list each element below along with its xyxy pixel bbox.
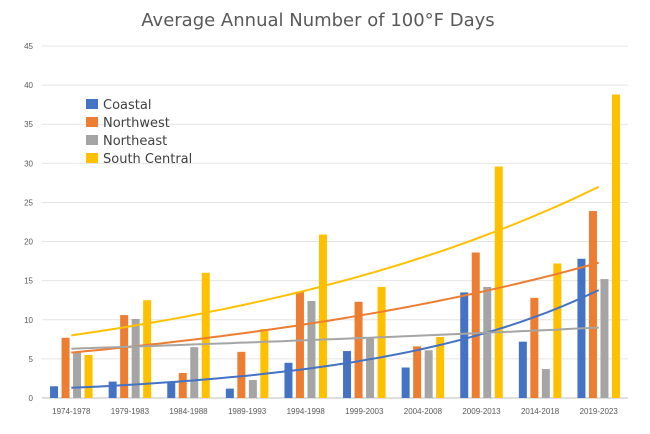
bar-south-central (143, 300, 152, 398)
y-tick-label: 25 (24, 198, 33, 207)
legend-label: Coastal (103, 98, 151, 113)
x-tick-label: 2004-2008 (404, 407, 443, 416)
y-tick-label: 15 (24, 277, 33, 286)
legend-swatch (86, 153, 98, 163)
x-tick-label: 1994-1998 (287, 407, 326, 416)
legend-label: South Central (103, 152, 192, 167)
bar-northeast (483, 286, 492, 398)
x-tick-label: 1979-1983 (111, 407, 150, 416)
bar-south-central (201, 272, 210, 398)
bar-south-central (436, 336, 445, 398)
bar-coastal (284, 362, 293, 398)
bar-coastal (343, 351, 352, 398)
x-tick-label: 2019-2023 (580, 407, 619, 416)
y-tick-label: 40 (24, 81, 33, 90)
y-axis-ticks: 0 5 10 15 20 25 30 35 40 45 (24, 42, 33, 403)
bar-northeast (190, 347, 199, 398)
legend: Coastal Northwest Northeast South Central (86, 98, 192, 167)
bar-northwest (530, 297, 539, 398)
x-axis-ticks: 1974-1978 1979-1983 1984-1988 1989-1993 1994… (52, 407, 618, 416)
y-tick-label: 35 (24, 120, 33, 129)
trendlines (71, 185, 600, 389)
legend-swatch (86, 99, 98, 109)
bar-northwest (295, 291, 304, 398)
bar-northwest (61, 337, 70, 398)
bar-northeast (248, 380, 257, 398)
y-tick-label: 5 (29, 355, 34, 364)
x-tick-label: 1999-2003 (345, 407, 384, 416)
chart-title: Average Annual Number of 100°F Days (141, 10, 494, 31)
bar-northeast (366, 338, 375, 398)
bar-coastal (50, 386, 59, 398)
x-tick-label: 1989-1993 (228, 407, 267, 416)
bar-coastal (225, 388, 234, 398)
legend-label: Northeast (103, 134, 167, 149)
bar-south-central (553, 263, 562, 398)
bar-northwest (237, 351, 246, 398)
bar-coastal (460, 292, 469, 398)
x-tick-label: 2014-2018 (521, 407, 560, 416)
bar-northwest (178, 372, 187, 398)
legend-swatch (86, 117, 98, 127)
y-tick-label: 45 (24, 42, 33, 51)
x-tick-label: 1974-1978 (52, 407, 91, 416)
bar-northwest (413, 346, 422, 398)
y-tick-label: 30 (24, 159, 33, 168)
bar-south-central (494, 166, 503, 398)
trendline-northwest (71, 261, 599, 354)
bar-northeast (600, 279, 609, 398)
bar-northwest (120, 315, 129, 398)
legend-swatch (86, 135, 98, 145)
gridlines (42, 45, 628, 399)
x-tick-label: 1984-1988 (169, 407, 208, 416)
bar-northeast (73, 352, 82, 398)
bar-northeast (131, 318, 140, 398)
bars (50, 94, 620, 399)
bar-south-central (84, 354, 93, 398)
bar-south-central (377, 286, 386, 398)
legend-label: Northwest (103, 116, 170, 131)
bar-northwest (354, 301, 363, 398)
bar-coastal (167, 382, 176, 398)
y-tick-label: 10 (24, 316, 33, 325)
bar-south-central (611, 94, 620, 399)
x-tick-label: 2009-2013 (462, 407, 501, 416)
y-tick-label: 20 (24, 238, 33, 247)
trendline-northeast (71, 326, 599, 350)
bar-northwest (588, 211, 597, 398)
bar-coastal (518, 341, 527, 398)
bar-south-central (260, 329, 269, 398)
trendline-coastal (71, 289, 600, 389)
bar-northeast (424, 350, 433, 398)
trendline-south-central (71, 185, 600, 337)
bar-northeast (307, 301, 316, 398)
y-tick-label: 0 (29, 394, 34, 403)
bar-south-central (318, 234, 327, 398)
bar-northeast (541, 369, 550, 398)
bar-northwest (471, 252, 480, 398)
bar-coastal (108, 381, 117, 398)
bar-coastal (401, 367, 410, 398)
